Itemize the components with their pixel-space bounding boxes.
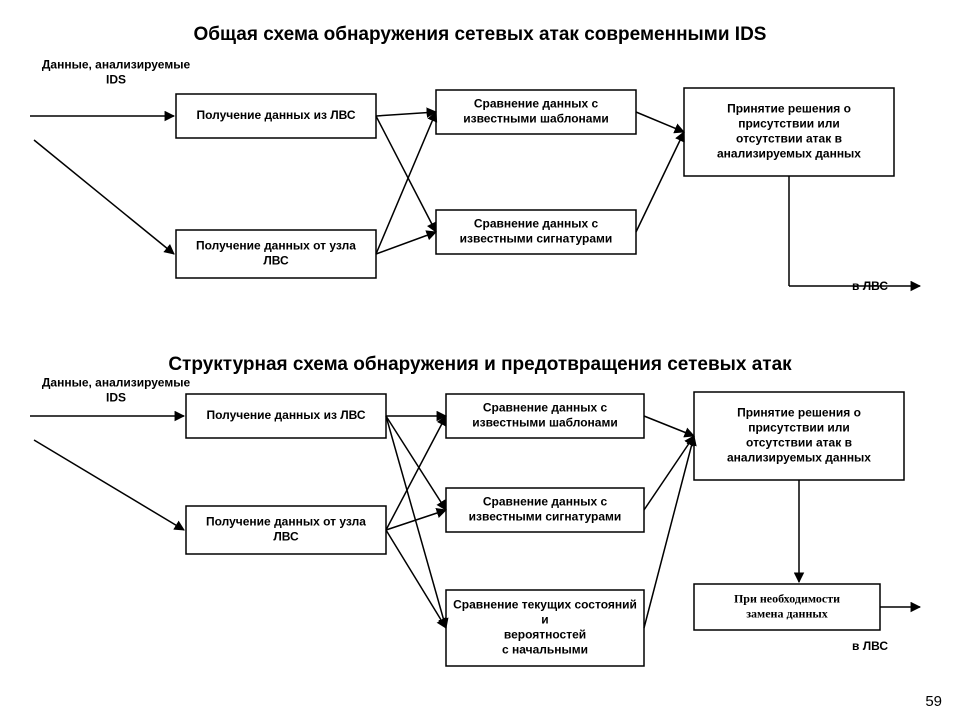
svg-text:известными сигнатурами: известными сигнатурами: [460, 232, 613, 246]
svg-text:Сравнение текущих состояний: Сравнение текущих состояний: [453, 598, 637, 612]
svg-text:отсутствии атак в: отсутствии атак в: [736, 132, 842, 146]
page-number: 59: [925, 693, 942, 710]
svg-text:При необходимости: При необходимости: [734, 591, 840, 605]
edge-arrow: [644, 436, 694, 510]
svg-text:Сравнение данных с: Сравнение данных с: [474, 217, 599, 231]
edge-arrow: [376, 232, 436, 254]
edge-arrow: [34, 440, 184, 530]
svg-text:Сравнение данных с: Сравнение данных с: [474, 97, 599, 111]
edge-arrow: [386, 416, 446, 510]
edge-arrow: [636, 112, 684, 132]
svg-text:IDS: IDS: [106, 73, 126, 87]
edge-arrow: [644, 436, 694, 628]
svg-text:присутствии или: присутствии или: [738, 117, 840, 131]
svg-text:замена данных: замена данных: [746, 606, 828, 620]
diagram2-output-label: в ЛВС: [852, 639, 888, 653]
edge-arrow: [386, 530, 446, 628]
diagram1-title: Общая схема обнаружения сетевых атак сов…: [194, 24, 767, 45]
svg-text:IDS: IDS: [106, 391, 126, 405]
svg-text:и: и: [541, 613, 548, 627]
svg-text:с начальными: с начальными: [502, 643, 588, 657]
svg-text:анализируемых данных: анализируемых данных: [717, 147, 861, 161]
edge-arrow: [34, 140, 174, 254]
svg-text:Получение данных из ЛВС: Получение данных из ЛВС: [206, 408, 365, 422]
svg-text:вероятностей: вероятностей: [504, 628, 586, 642]
svg-text:Принятие решения о: Принятие решения о: [727, 102, 851, 116]
svg-text:Сравнение данных с: Сравнение данных с: [483, 495, 608, 509]
svg-text:Данные, анализируемые: Данные, анализируемые: [42, 58, 191, 72]
diagram1-output-label: в ЛВС: [852, 279, 888, 293]
svg-text:анализируемых данных: анализируемых данных: [727, 451, 871, 465]
edge-arrow: [636, 132, 684, 232]
edge-arrow: [644, 416, 694, 436]
svg-text:Получение данных из ЛВС: Получение данных из ЛВС: [196, 108, 355, 122]
diagram2-title: Структурная схема обнаружения и предотвр…: [168, 354, 792, 375]
svg-text:ЛВС: ЛВС: [273, 530, 299, 544]
svg-text:Данные, анализируемые: Данные, анализируемые: [42, 376, 191, 390]
edge-arrow: [376, 112, 436, 116]
svg-text:известными шаблонами: известными шаблонами: [472, 416, 617, 430]
svg-text:известными сигнатурами: известными сигнатурами: [469, 510, 622, 524]
svg-text:Принятие решения о: Принятие решения о: [737, 406, 861, 420]
diagram-canvas: Общая схема обнаружения сетевых атак сов…: [0, 0, 960, 720]
svg-text:известными шаблонами: известными шаблонами: [463, 112, 608, 126]
edge-arrow: [386, 416, 446, 628]
svg-text:Получение данных от узла: Получение данных от узла: [196, 239, 356, 253]
svg-text:Сравнение данных с: Сравнение данных с: [483, 401, 608, 415]
svg-text:отсутствии атак в: отсутствии атак в: [746, 436, 852, 450]
svg-text:присутствии или: присутствии или: [748, 421, 850, 435]
svg-text:ЛВС: ЛВС: [263, 254, 289, 268]
svg-text:Получение данных от узла: Получение данных от узла: [206, 515, 366, 529]
